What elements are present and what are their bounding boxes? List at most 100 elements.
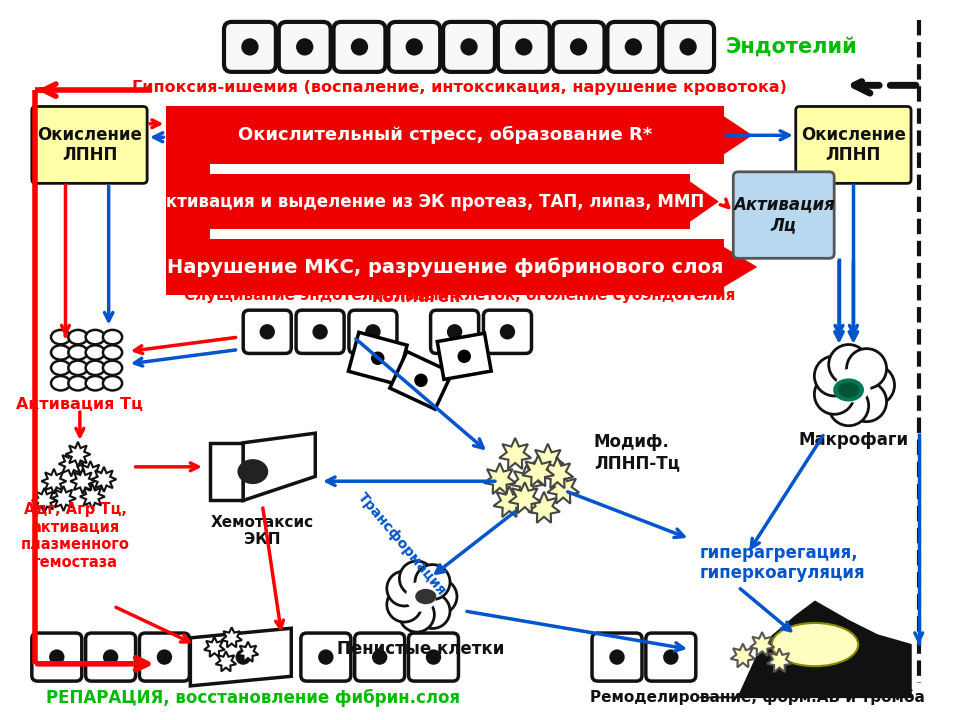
- Ellipse shape: [85, 376, 105, 390]
- Ellipse shape: [838, 382, 859, 397]
- Text: РЕПАРАЦИЯ, восстановление фибрин.слоя: РЕПАРАЦИЯ, восстановление фибрин.слоя: [46, 689, 460, 707]
- Ellipse shape: [68, 376, 87, 390]
- Text: Хемотаксис
ЭКП: Хемотаксис ЭКП: [211, 515, 314, 547]
- Text: коллаген: коллаген: [372, 288, 461, 306]
- Polygon shape: [499, 438, 531, 469]
- Text: Активация
Лц: Активация Лц: [732, 196, 834, 235]
- Circle shape: [570, 38, 588, 55]
- Polygon shape: [690, 181, 719, 222]
- Text: Активация Тц: Активация Тц: [16, 397, 143, 412]
- Circle shape: [350, 38, 368, 55]
- Text: Адг, Агр Тц,
активация
плазменного
гемостаза: Адг, Агр Тц, активация плазменного гемос…: [20, 503, 130, 570]
- Polygon shape: [91, 467, 116, 492]
- FancyBboxPatch shape: [431, 310, 479, 354]
- Polygon shape: [528, 492, 560, 523]
- Circle shape: [415, 564, 450, 600]
- FancyBboxPatch shape: [224, 22, 276, 72]
- Text: Активация и выделение из ЭК протеаз, ТАП, липаз, ММП: Активация и выделение из ЭК протеаз, ТАП…: [153, 193, 704, 211]
- Circle shape: [426, 649, 442, 665]
- Polygon shape: [724, 116, 753, 155]
- Ellipse shape: [103, 376, 122, 390]
- Polygon shape: [750, 632, 775, 656]
- Ellipse shape: [772, 623, 858, 666]
- FancyBboxPatch shape: [300, 633, 350, 681]
- Text: Окисление
ЛПНП: Окисление ЛПНП: [37, 125, 142, 164]
- FancyBboxPatch shape: [354, 633, 405, 681]
- FancyBboxPatch shape: [662, 22, 714, 72]
- Circle shape: [422, 579, 457, 614]
- FancyBboxPatch shape: [139, 633, 189, 681]
- Polygon shape: [541, 457, 573, 488]
- Circle shape: [415, 593, 450, 629]
- Circle shape: [415, 374, 428, 387]
- Text: Модиф.
ЛПНП-Тц: Модиф. ЛПНП-Тц: [594, 433, 680, 472]
- Polygon shape: [238, 642, 258, 662]
- Polygon shape: [437, 333, 492, 379]
- Circle shape: [828, 386, 869, 426]
- Circle shape: [387, 587, 421, 622]
- Ellipse shape: [68, 346, 87, 360]
- Polygon shape: [70, 469, 95, 494]
- Circle shape: [371, 351, 384, 365]
- FancyBboxPatch shape: [733, 172, 834, 258]
- Text: Трансформация: Трансформация: [355, 490, 448, 598]
- Polygon shape: [209, 443, 243, 500]
- Ellipse shape: [237, 459, 268, 484]
- Ellipse shape: [416, 589, 437, 604]
- Circle shape: [828, 345, 869, 384]
- FancyBboxPatch shape: [32, 633, 82, 681]
- Text: Нарушение МКС, разрушение фибринового слоя: Нарушение МКС, разрушение фибринового сл…: [167, 257, 723, 276]
- Polygon shape: [731, 644, 756, 667]
- Bar: [166, 174, 690, 230]
- Text: Ремоделирование, форм.АБ и тромба: Ремоделирование, форм.АБ и тромба: [589, 689, 924, 705]
- FancyBboxPatch shape: [388, 22, 441, 72]
- Ellipse shape: [68, 361, 87, 375]
- Circle shape: [680, 38, 697, 55]
- Circle shape: [516, 38, 533, 55]
- Polygon shape: [80, 484, 105, 509]
- Ellipse shape: [833, 379, 864, 402]
- Circle shape: [814, 356, 854, 396]
- Polygon shape: [204, 637, 225, 657]
- Polygon shape: [532, 444, 564, 474]
- FancyBboxPatch shape: [85, 633, 135, 681]
- Circle shape: [663, 649, 679, 665]
- Circle shape: [387, 571, 421, 606]
- FancyBboxPatch shape: [32, 107, 147, 184]
- Circle shape: [458, 350, 471, 363]
- Circle shape: [854, 365, 895, 405]
- Polygon shape: [222, 627, 242, 647]
- Polygon shape: [51, 486, 76, 511]
- Circle shape: [399, 597, 434, 632]
- Circle shape: [610, 649, 625, 665]
- Circle shape: [406, 582, 436, 612]
- Ellipse shape: [103, 346, 122, 360]
- Polygon shape: [390, 351, 452, 409]
- Polygon shape: [41, 469, 66, 494]
- Circle shape: [103, 649, 118, 665]
- Text: Гипоксия-ишемия (воспаление, интоксикация, нарушение кровотока): Гипоксия-ишемия (воспаление, интоксикаци…: [132, 80, 787, 95]
- Polygon shape: [493, 486, 525, 517]
- FancyBboxPatch shape: [296, 310, 344, 354]
- Circle shape: [447, 324, 463, 340]
- Circle shape: [241, 38, 258, 55]
- Ellipse shape: [85, 330, 105, 344]
- Ellipse shape: [103, 330, 122, 344]
- Polygon shape: [78, 461, 103, 486]
- Circle shape: [318, 649, 333, 665]
- Circle shape: [235, 649, 251, 665]
- Circle shape: [156, 649, 172, 665]
- Ellipse shape: [68, 330, 87, 344]
- Text: Окисление
ЛПНП: Окисление ЛПНП: [801, 125, 906, 164]
- Text: Макрофаги: Макрофаги: [799, 431, 908, 449]
- Ellipse shape: [103, 361, 122, 375]
- Ellipse shape: [85, 361, 105, 375]
- Circle shape: [814, 374, 854, 414]
- Circle shape: [500, 324, 516, 340]
- Circle shape: [461, 38, 478, 55]
- Polygon shape: [509, 482, 540, 513]
- Circle shape: [49, 649, 64, 665]
- Polygon shape: [348, 332, 407, 384]
- Circle shape: [399, 561, 434, 596]
- Polygon shape: [522, 455, 554, 486]
